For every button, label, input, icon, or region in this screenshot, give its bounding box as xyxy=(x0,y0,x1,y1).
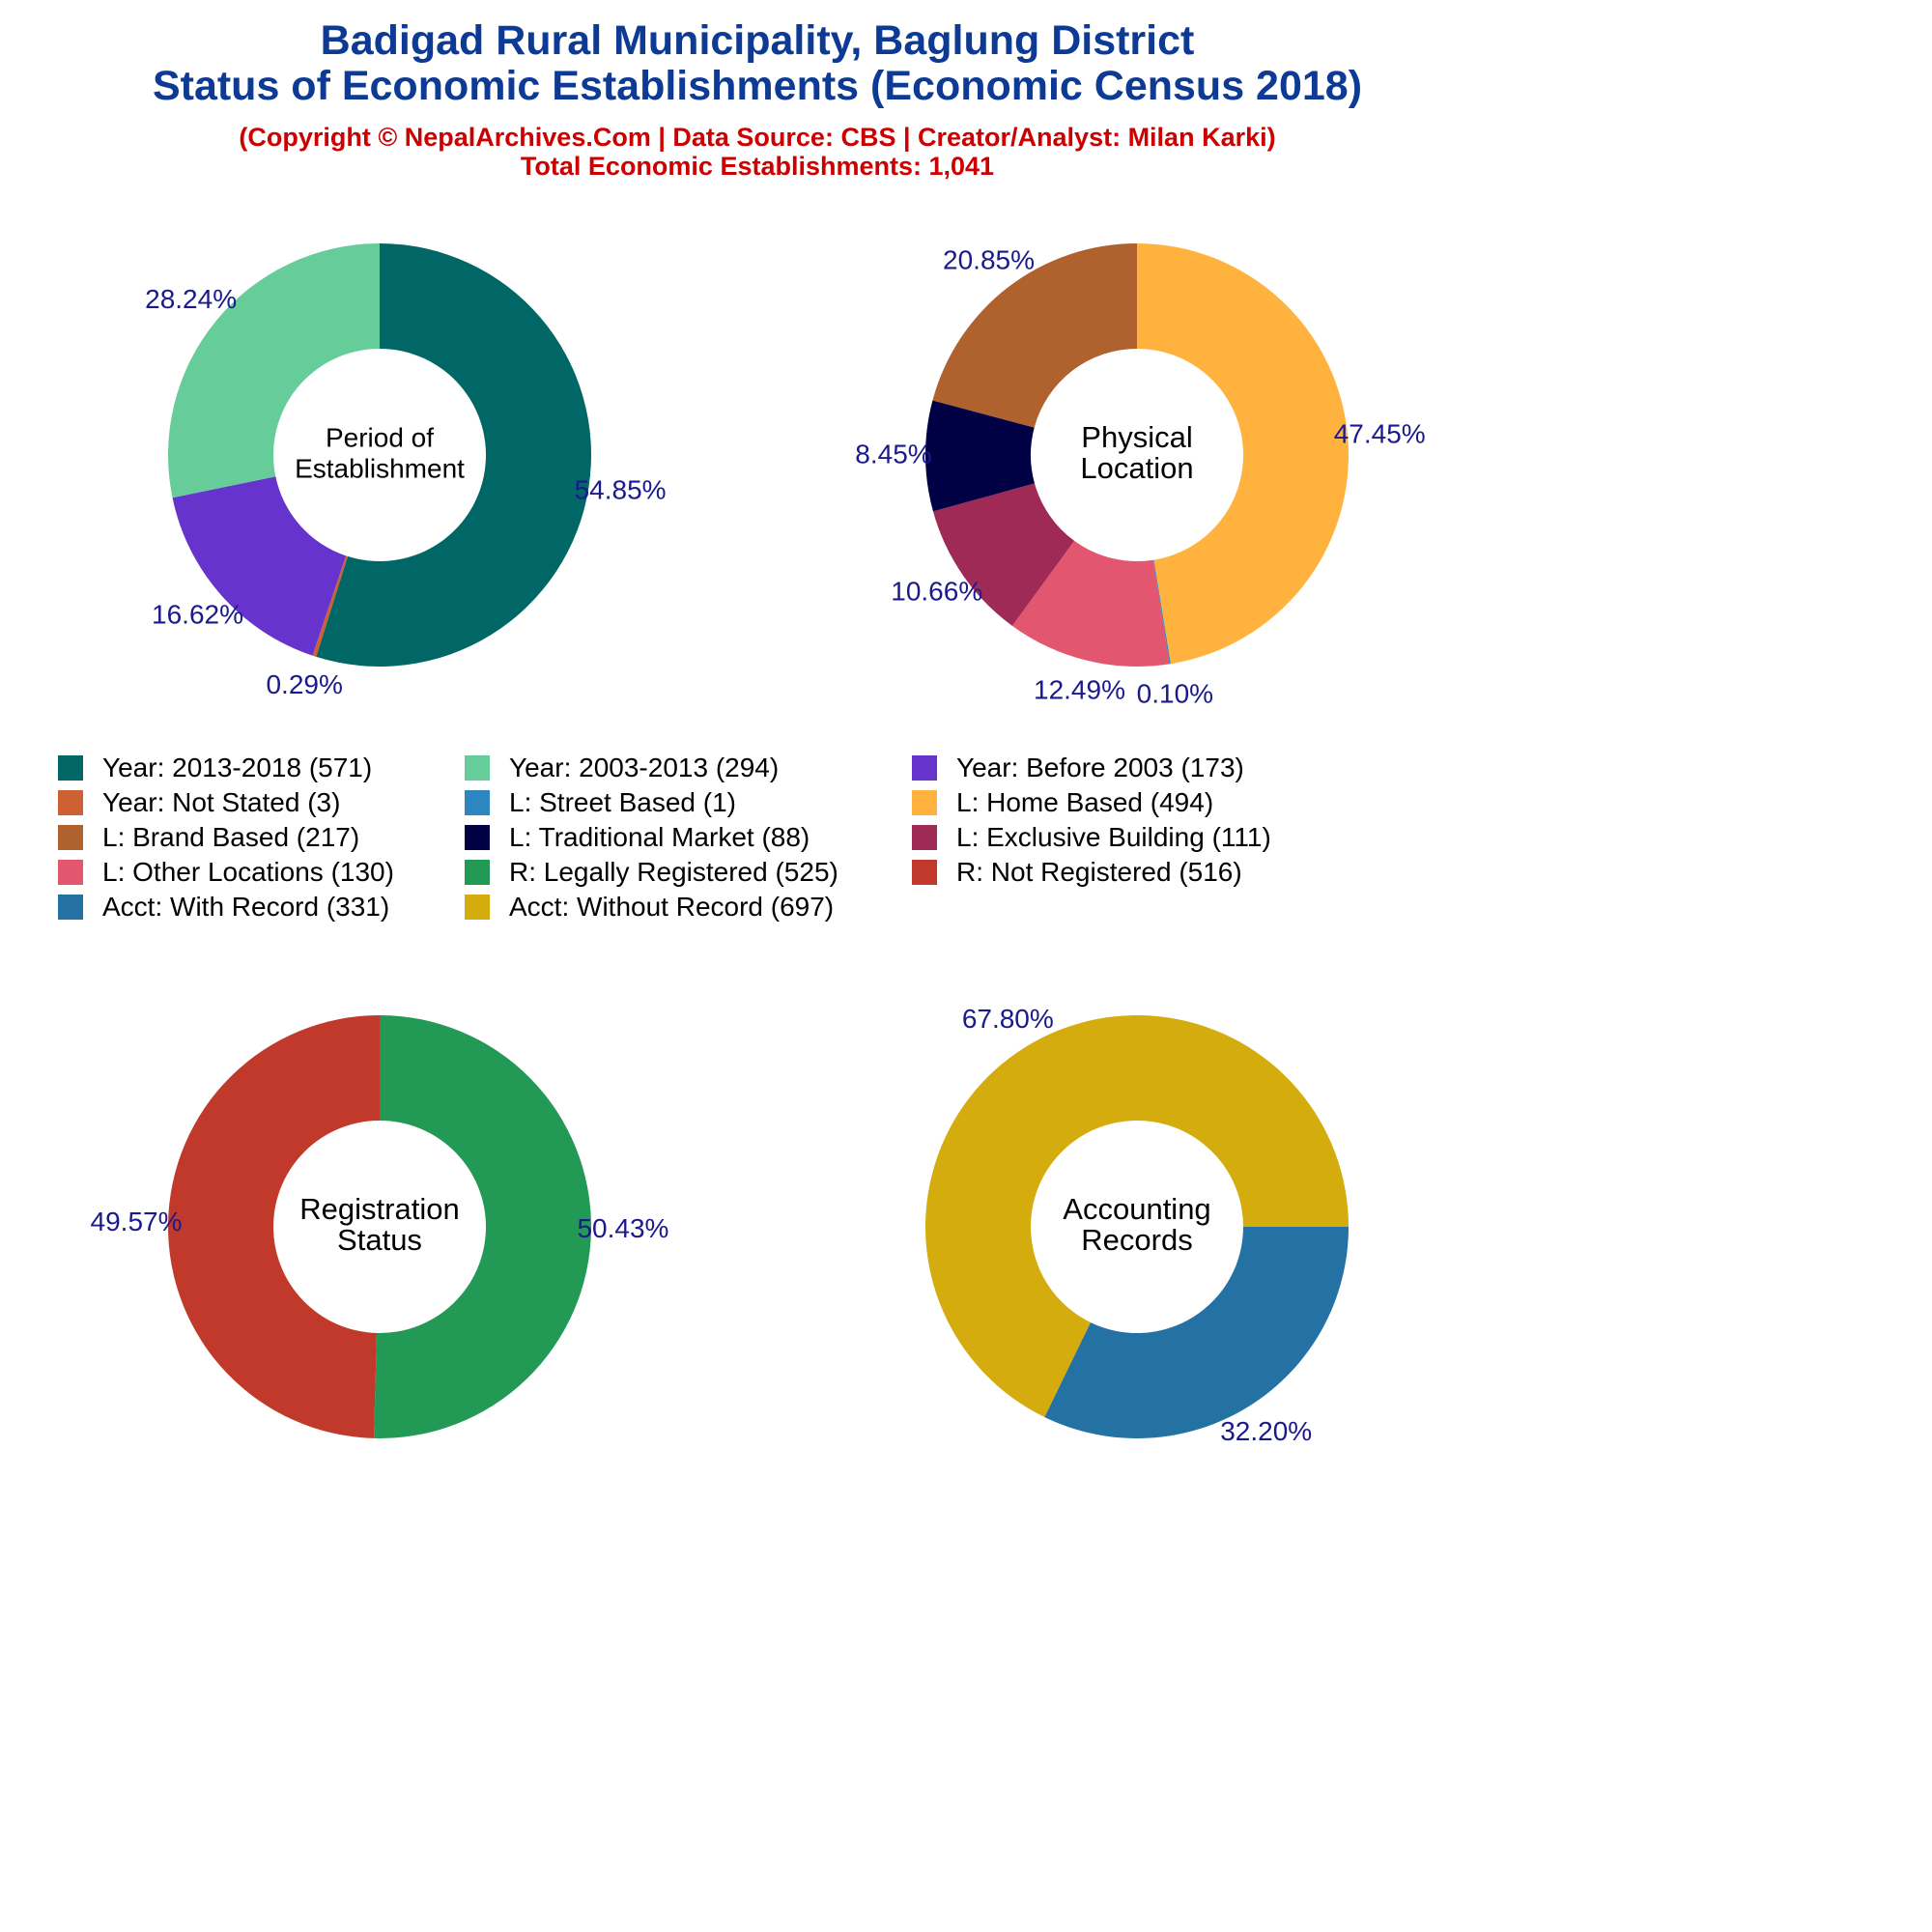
legend-label: Year: 2003-2013 (294) xyxy=(509,753,780,782)
legend-swatch xyxy=(58,860,83,885)
legend-item-l-home-based: L: Home Based (494) xyxy=(912,786,1213,819)
slice-l-brand-based xyxy=(932,243,1137,428)
legend-label: L: Exclusive Building (111) xyxy=(956,822,1271,852)
legend-item-l-other-locations: L: Other Locations (130) xyxy=(58,856,394,889)
legend-label: Year: Not Stated (3) xyxy=(102,787,341,817)
legend-swatch xyxy=(465,755,490,781)
slice-year-2003-2013 xyxy=(168,243,380,498)
legend-swatch xyxy=(465,895,490,920)
pct-label-l-other-locations: 12.49% xyxy=(1034,674,1125,704)
legend-item-year-not-stated: Year: Not Stated (3) xyxy=(58,786,340,819)
legend-label: Year: Before 2003 (173) xyxy=(956,753,1244,782)
center-label: Registration xyxy=(299,1192,459,1226)
center-label: Establishment xyxy=(295,453,465,483)
slice-acct-with-record xyxy=(1044,1227,1349,1439)
slice-l-home-based xyxy=(1137,243,1349,665)
pct-label-l-street-based: 0.10% xyxy=(1137,678,1213,708)
copyright-note: (Copyright © NepalArchives.Com | Data So… xyxy=(239,123,1276,152)
total-establishments: Total Economic Establishments: 1,041 xyxy=(520,152,995,181)
legend-item-l-traditional-market: L: Traditional Market (88) xyxy=(465,821,810,854)
slice-r-not-registered xyxy=(168,1015,380,1438)
pct-label-r-not-registered: 49.57% xyxy=(91,1207,183,1236)
legend-item-year-before-2003: Year: Before 2003 (173) xyxy=(912,752,1244,784)
slice-year-not-stated xyxy=(312,555,348,657)
legend-label: Acct: Without Record (697) xyxy=(509,892,835,922)
legend-swatch xyxy=(58,895,83,920)
legend-swatch xyxy=(58,825,83,850)
slice-l-traditional-market xyxy=(925,400,1035,512)
legend-label: R: Legally Registered (525) xyxy=(509,857,838,887)
center-label: Records xyxy=(1081,1223,1192,1257)
legend-swatch xyxy=(912,755,937,781)
slice-year-2013-2018 xyxy=(316,243,591,667)
slice-year-before-2003 xyxy=(172,476,347,656)
legend-item-l-brand-based: L: Brand Based (217) xyxy=(58,821,359,854)
slice-l-exclusive-building xyxy=(932,483,1075,626)
legend-label: L: Street Based (1) xyxy=(509,787,737,817)
pct-label-acct-without-record: 67.80% xyxy=(962,1004,1054,1034)
legend-swatch xyxy=(465,790,490,815)
pct-label-year-2013-2018: 54.85% xyxy=(575,475,667,505)
legend-label: L: Brand Based (217) xyxy=(102,822,360,852)
pct-label-year-not-stated: 0.29% xyxy=(266,669,342,699)
slice-acct-without-record xyxy=(924,1015,1349,1417)
legend-item-l-street-based: L: Street Based (1) xyxy=(465,786,736,819)
donut-chart-period-of-establishment: 54.85% 0.29% 16.62% 28.24% Period ofEstablis… xyxy=(145,243,667,699)
pct-label-l-exclusive-building: 10.66% xyxy=(891,577,982,607)
chart-title-line-2: Status of Economic Establishments (Econo… xyxy=(152,63,1363,109)
legend-item-year-2013-2018: Year: 2013-2018 (571) xyxy=(58,752,372,784)
legend-label: L: Home Based (494) xyxy=(956,787,1214,817)
center-label: Accounting xyxy=(1063,1192,1210,1226)
legend-item-acct-without-record: Acct: Without Record (697) xyxy=(465,891,834,923)
legend-item-r-legally-registered: R: Legally Registered (525) xyxy=(465,856,838,889)
legend-swatch xyxy=(912,825,937,850)
legend-swatch xyxy=(58,755,83,781)
legend-item-acct-with-record: Acct: With Record (331) xyxy=(58,891,389,923)
pct-label-r-legally-registered: 50.43% xyxy=(577,1213,668,1243)
center-label: Status xyxy=(337,1223,422,1257)
center-label: Period of xyxy=(326,422,434,452)
legend-label: Year: 2013-2018 (571) xyxy=(102,753,373,782)
legend-swatch xyxy=(465,825,490,850)
pct-label-year-2003-2013: 28.24% xyxy=(145,284,237,314)
legend-item-year-2003-2013: Year: 2003-2013 (294) xyxy=(465,752,779,784)
slice-l-other-locations xyxy=(1011,540,1170,667)
donut-charts: 54.85% 0.29% 16.62% 28.24% Period ofEstablis… xyxy=(91,243,1426,1446)
legend-label: Acct: With Record (331) xyxy=(102,892,390,922)
legend-label: L: Other Locations (130) xyxy=(102,857,394,887)
slice-l-street-based xyxy=(1152,559,1171,665)
legend-label: L: Traditional Market (88) xyxy=(509,822,810,852)
slice-r-legally-registered xyxy=(374,1015,592,1438)
legend-swatch xyxy=(912,790,937,815)
legend-swatch xyxy=(465,860,490,885)
pct-label-l-home-based: 47.45% xyxy=(1334,418,1426,448)
legend-item-l-exclusive-building: L: Exclusive Building (111) xyxy=(912,821,1271,854)
chart-title-line-1: Badigad Rural Municipality, Baglung Dist… xyxy=(320,17,1195,64)
pct-label-l-traditional-market: 8.45% xyxy=(855,440,931,469)
center-label: Physical xyxy=(1081,420,1192,454)
donut-chart-physical-location: 47.45% 0.10% 12.49% 10.66% 8.45% 20.85% Physic… xyxy=(855,243,1426,708)
legend-label: R: Not Registered (516) xyxy=(956,857,1242,887)
pct-label-year-before-2003: 16.62% xyxy=(152,600,243,630)
legend-swatch xyxy=(58,790,83,815)
center-label: Location xyxy=(1080,451,1193,485)
legend-swatch xyxy=(912,860,937,885)
legend-item-r-not-registered: R: Not Registered (516) xyxy=(912,856,1242,889)
pct-label-l-brand-based: 20.85% xyxy=(943,245,1035,275)
pct-label-acct-with-record: 32.20% xyxy=(1220,1416,1312,1446)
